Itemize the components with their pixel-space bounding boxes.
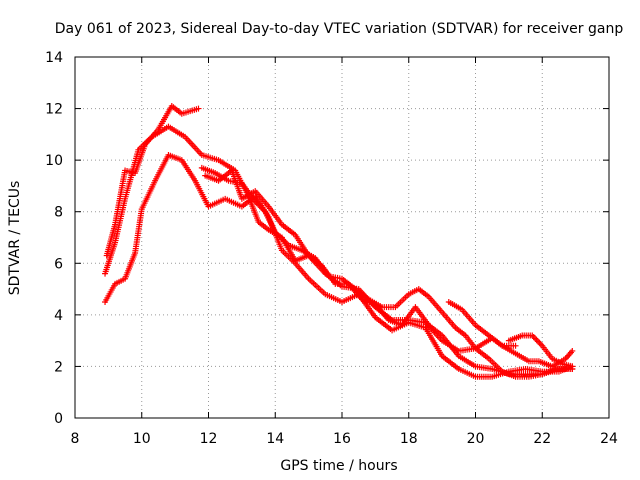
data-point [536, 339, 543, 346]
y-tick-label: 14 [45, 50, 63, 66]
data-point [532, 335, 539, 342]
y-tick-label: 2 [54, 359, 63, 375]
x-tick-label: 8 [71, 431, 80, 447]
data-point [569, 347, 576, 354]
series-track-g [505, 332, 576, 370]
x-tick-label: 24 [600, 431, 618, 447]
y-tick-label: 12 [45, 102, 63, 118]
data-point [569, 363, 576, 370]
data-point [537, 341, 544, 348]
y-tick-label: 6 [54, 256, 63, 272]
chart-title: Day 061 of 2023, Sidereal Day-to-day VTE… [55, 21, 624, 37]
y-tick-label: 0 [54, 411, 63, 427]
y-tick-label: 4 [54, 308, 63, 324]
x-tick-label: 22 [533, 431, 551, 447]
data-points [102, 102, 576, 380]
x-axis-title: GPS time / hours [280, 458, 397, 474]
y-axis-title: SDTVAR / TECUs [7, 181, 23, 296]
x-tick-label: 14 [266, 431, 284, 447]
series-track-e [198, 164, 576, 380]
x-tick-label: 20 [467, 431, 485, 447]
x-tick-label: 12 [200, 431, 218, 447]
data-point [534, 338, 541, 345]
x-tick-label: 16 [333, 431, 351, 447]
y-tick-label: 10 [45, 153, 63, 169]
data-point [195, 105, 202, 112]
series-track-b [102, 123, 519, 354]
x-tick-label: 10 [133, 431, 151, 447]
data-point [530, 333, 537, 340]
data-point [533, 336, 540, 343]
y-tick-label: 8 [54, 205, 63, 221]
x-tick-label: 18 [400, 431, 418, 447]
data-point [512, 342, 519, 349]
